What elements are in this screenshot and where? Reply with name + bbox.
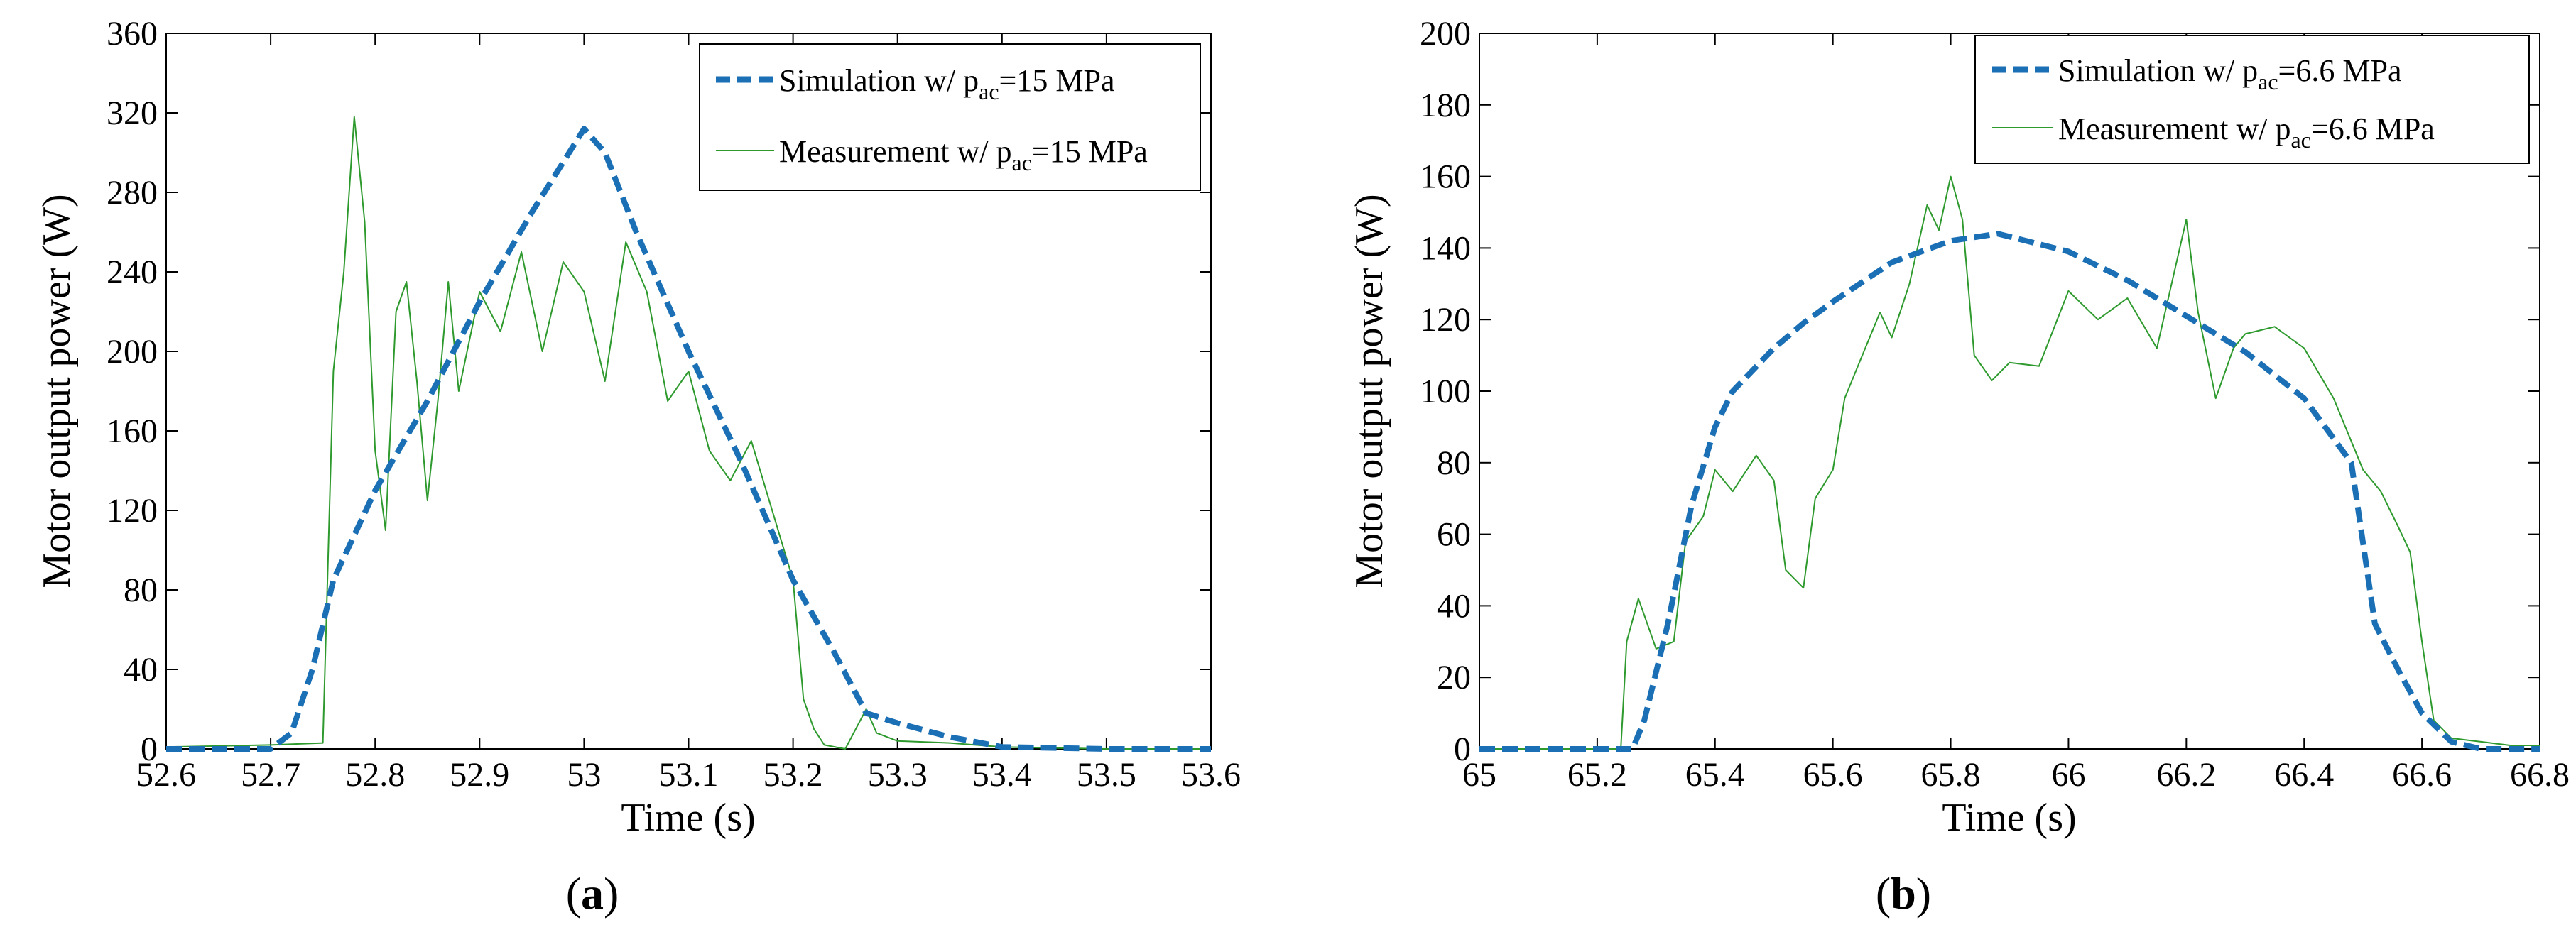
panel-b-measurement-line — [1479, 175, 2540, 750]
panel-a-x-tick-label: 52.8 — [345, 756, 405, 794]
panel-b-x-tick-label: 66.2 — [2156, 756, 2216, 794]
panel-a-ticks: 52.6 52.7 52.8 52.9 53 53.1 53.2 53.3 53.4 53.5 53… — [107, 15, 1241, 794]
panel-b-y-tick-label: 0 — [1454, 730, 1471, 768]
panel-a-y-tick-label: 200 — [107, 333, 158, 371]
panel-b-y-tick-label: 40 — [1437, 587, 1471, 625]
panel-b-legend-meas-suffix: =6.6 MPa — [2311, 111, 2435, 146]
panel-b-legend-sim-prefix: Simulation w/ p — [2058, 53, 2258, 88]
panel-b-y-tick-label: 80 — [1437, 444, 1471, 482]
panel-a-y-tick-label: 0 — [141, 730, 158, 768]
panel-b-y-tick-label: 120 — [1420, 301, 1471, 339]
panel-a-x-tick-label: 53.6 — [1181, 756, 1241, 794]
panel-b-x-tick-label: 65 — [1462, 756, 1496, 794]
panel-b-x-tick-label: 65.8 — [1921, 756, 1981, 794]
panel-b-simulation-line — [1479, 231, 2540, 752]
panel-a-legend-meas-label: Measurement w/ pac=15 MPa — [779, 134, 1148, 175]
panel-a-y-tick-label: 320 — [107, 94, 158, 132]
panel-a-legend-sim-label: Simulation w/ pac=15 MPa — [779, 63, 1114, 104]
panel-a-x-tick-label: 53.3 — [868, 756, 928, 794]
panel-a-measurement-line — [165, 116, 1211, 750]
panel-a-x-tick-label: 53.4 — [972, 756, 1032, 794]
panel-a-legend-sim-prefix: Simulation w/ p — [779, 63, 979, 98]
panel-b-legend-sim-suffix: =6.6 MPa — [2278, 53, 2402, 88]
panel-a-x-tick-label: 53 — [567, 756, 601, 794]
panel-a-y-tick-label: 120 — [107, 492, 158, 530]
panel-b-y-tick-label: 60 — [1437, 516, 1471, 554]
panel-a-legend-box — [699, 43, 1201, 191]
panel-a-legend: Simulation w/ pac=15 MPa Measurement w/ … — [699, 43, 1201, 191]
panel-b-legend-meas-sub: ac — [2290, 127, 2310, 153]
panel-b-x-tick-label: 66 — [2051, 756, 2085, 794]
panel-b-y-tick-label: 160 — [1420, 158, 1471, 196]
panel-a-x-tick-label: 52.9 — [450, 756, 509, 794]
panel-b-y-tick-label: 100 — [1420, 373, 1471, 410]
panel-a-x-tick-label: 52.7 — [241, 756, 300, 794]
panel-a-legend-sim-suffix: =15 MPa — [999, 63, 1115, 98]
panel-a-x-tick-label: 53.2 — [763, 756, 823, 794]
panel-a-label: (a) — [566, 868, 619, 919]
panel-b-x-tick-label: 65.2 — [1567, 756, 1627, 794]
panel-a-legend-meas-sub: ac — [1011, 150, 1031, 175]
panel-b-y-tick-label: 20 — [1437, 659, 1471, 696]
panel-b-y-tick-label: 140 — [1420, 229, 1471, 267]
panel-b-y-tick-label: 180 — [1420, 87, 1471, 124]
panel-b-letter: b — [1891, 868, 1916, 919]
panel-a-y-tick-label: 240 — [107, 253, 158, 291]
panel-b-label: (b) — [1876, 868, 1931, 919]
panel-a-y-tick-label: 160 — [107, 412, 158, 450]
panel-b-legend-sim-sub: ac — [2258, 69, 2278, 94]
panel-b-y-axis-label: Motor output power (W) — [1347, 194, 1391, 588]
panel-a-y-tick-label: 280 — [107, 174, 158, 212]
panel-b-legend-box — [1974, 35, 2530, 164]
panel-b: 65 65.2 65.4 65.6 65.8 66 66.2 66.4 66.6 66.8 0 20 4… — [1347, 15, 2570, 919]
panel-b-x-tick-label: 65.6 — [1803, 756, 1863, 794]
panel-a-legend-meas-suffix: =15 MPa — [1032, 134, 1148, 169]
panel-a-y-tick-label: 360 — [107, 15, 158, 53]
panel-a-series — [165, 116, 1211, 752]
panel-b-x-tick-label: 65.4 — [1685, 756, 1745, 794]
panel-a-x-tick-label: 53.5 — [1077, 756, 1136, 794]
panel-b-x-tick-label: 66.4 — [2274, 756, 2334, 794]
panel-a: 52.6 52.7 52.8 52.9 53 53.1 53.2 53.3 53.4 53.5 53… — [35, 15, 1241, 919]
panel-a-y-tick-label: 40 — [124, 651, 158, 689]
panel-a-letter: a — [581, 868, 604, 919]
panel-a-x-tick-label: 53.1 — [659, 756, 719, 794]
panel-a-legend-sim-sub: ac — [979, 79, 999, 104]
panel-b-legend-meas-label: Measurement w/ pac=6.6 MPa — [2058, 111, 2435, 153]
panel-b-legend-meas-prefix: Measurement w/ p — [2058, 111, 2290, 146]
panel-a-x-axis-label: Time (s) — [621, 796, 755, 840]
panel-b-ticks: 65 65.2 65.4 65.6 65.8 66 66.2 66.4 66.6 66.8 0 20 4… — [1420, 15, 2570, 794]
panel-a-x-tick-label: 52.6 — [136, 756, 196, 794]
panel-b-legend-sim-label: Simulation w/ pac=6.6 MPa — [2058, 53, 2401, 94]
panel-b-x-tick-label: 66.6 — [2392, 756, 2452, 794]
panel-b-x-axis-label: Time (s) — [1942, 796, 2076, 840]
panel-b-x-tick-label: 66.8 — [2510, 756, 2570, 794]
panel-b-legend: Simulation w/ pac=6.6 MPa Measurement w/… — [1974, 35, 2530, 164]
panel-a-y-axis-label: Motor output power (W) — [35, 194, 79, 588]
panel-a-y-tick-label: 80 — [124, 571, 158, 609]
panel-b-y-tick-label: 200 — [1420, 15, 1471, 53]
panel-a-legend-meas-prefix: Measurement w/ p — [779, 134, 1011, 169]
panel-b-series — [1479, 175, 2540, 752]
